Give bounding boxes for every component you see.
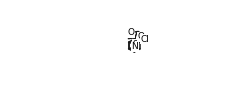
- Text: N: N: [132, 42, 138, 51]
- Text: Cl: Cl: [140, 35, 149, 44]
- Text: O: O: [127, 28, 134, 37]
- Text: S: S: [132, 40, 138, 49]
- Text: O: O: [138, 32, 145, 41]
